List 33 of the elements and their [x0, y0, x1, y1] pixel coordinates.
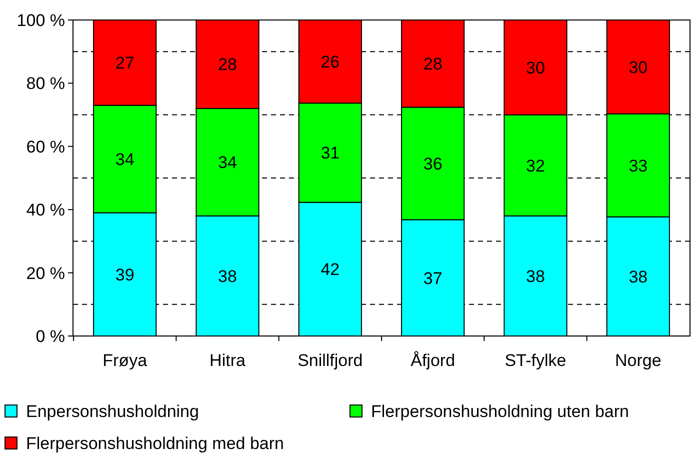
data-label: 38 — [218, 266, 237, 286]
data-label: 33 — [628, 156, 648, 176]
x-tick-label: Frøya — [102, 351, 148, 370]
y-tick-label: 100 % — [16, 11, 65, 30]
data-label: 31 — [320, 144, 340, 163]
x-tick-label: Åfjord — [410, 351, 456, 370]
data-label: 30 — [526, 58, 545, 78]
data-label: 42 — [320, 260, 340, 280]
data-label: 38 — [526, 266, 545, 286]
data-label: 32 — [526, 156, 545, 176]
data-label: 28 — [218, 55, 237, 74]
y-tick-label: 40 % — [26, 200, 65, 220]
data-label: 38 — [628, 267, 648, 286]
data-label: 34 — [115, 150, 134, 170]
x-tick-label: Snillfjord — [298, 351, 363, 370]
data-label: 39 — [115, 265, 134, 284]
x-tick-label: Norge — [615, 351, 662, 370]
y-tick-label: 0 % — [36, 327, 65, 346]
y-tick-label: 20 % — [26, 264, 65, 283]
data-label: 36 — [423, 154, 442, 174]
y-tick-label: 60 % — [26, 137, 65, 156]
data-label: 27 — [115, 54, 134, 73]
x-tick-label: Hitra — [210, 351, 246, 370]
legend-label: Enpersonshusholdning — [26, 402, 199, 421]
data-label: 26 — [320, 52, 340, 72]
data-label: 37 — [423, 268, 442, 288]
legend-label: Flerpersonshusholdning uten barn — [371, 402, 630, 421]
data-label: 30 — [628, 58, 648, 77]
data-label: 28 — [423, 54, 442, 74]
y-tick-label: 80 % — [26, 74, 65, 94]
legend-label: Flerpersonshusholdning med barn — [26, 434, 284, 453]
data-label: 34 — [218, 153, 237, 172]
x-tick-label: ST-fylke — [504, 351, 566, 370]
